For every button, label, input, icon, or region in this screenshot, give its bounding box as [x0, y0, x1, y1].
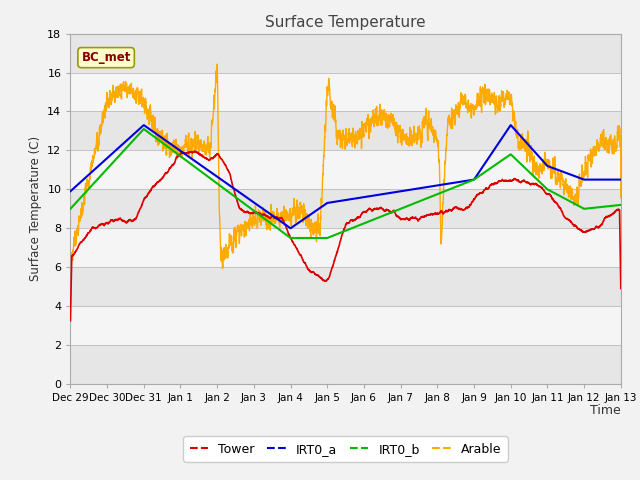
- Bar: [70, 150, 621, 189]
- Y-axis label: Surface Temperature (C): Surface Temperature (C): [29, 136, 42, 281]
- Bar: [70, 34, 621, 72]
- Bar: [70, 72, 621, 111]
- Text: BC_met: BC_met: [81, 51, 131, 64]
- Legend: Tower, IRT0_a, IRT0_b, Arable: Tower, IRT0_a, IRT0_b, Arable: [183, 436, 508, 462]
- Bar: [70, 267, 621, 306]
- Bar: [70, 228, 621, 267]
- Bar: [70, 111, 621, 150]
- X-axis label: Time: Time: [590, 405, 621, 418]
- Bar: [70, 306, 621, 345]
- Title: Surface Temperature: Surface Temperature: [266, 15, 426, 30]
- Bar: [70, 345, 621, 384]
- Bar: [70, 189, 621, 228]
